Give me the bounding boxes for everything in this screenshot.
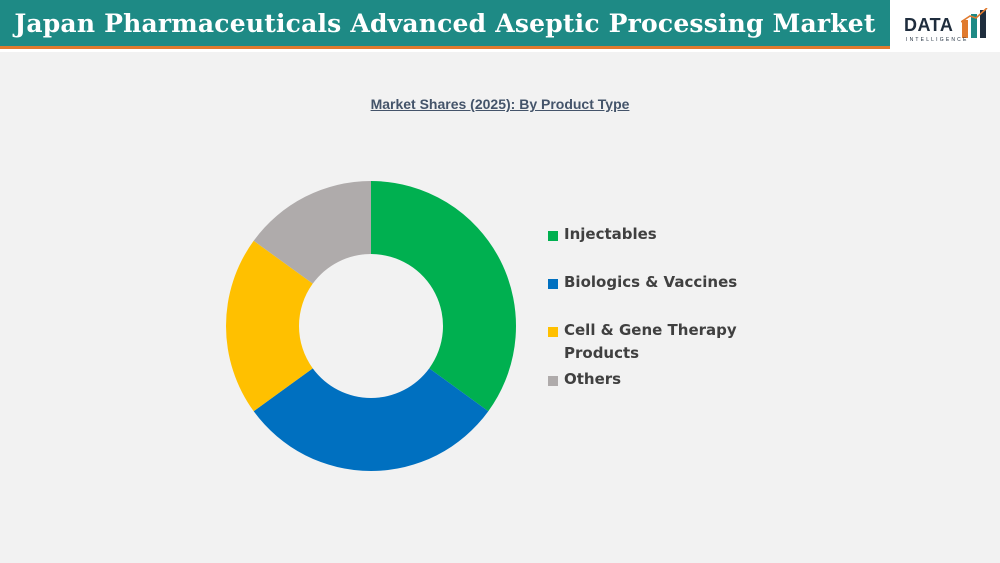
legend-swatch [548,279,558,289]
legend-item: Injectables [548,225,739,246]
donut-slice-cell-gene-therapy-products [226,240,313,412]
page-title: Japan Pharmaceuticals Advanced Aseptic P… [14,8,876,38]
legend-label: Injectables [564,225,657,243]
logo-subtitle: INTELLIGENCE [906,37,969,43]
legend-item: Others [548,370,739,391]
legend-swatch [548,327,558,337]
legend-item: Biologics & Vaccines [548,273,739,294]
chart-title: Market Shares (2025): By Product Type [370,96,630,112]
legend-item: Cell & Gene Therapy Products [548,321,739,365]
bar-chart-logo-icon [961,8,988,38]
legend-swatch [548,376,558,386]
title-bar: Japan Pharmaceuticals Advanced Aseptic P… [0,0,890,49]
header: Japan Pharmaceuticals Advanced Aseptic P… [0,0,1000,52]
brand-logo: DATA INTELLIGENCE [893,0,1000,52]
legend-swatch [548,231,558,241]
logo-wordmark: DATA [904,15,954,35]
donut-slice-injectables [371,181,516,412]
legend-label: Others [564,370,622,388]
donut-slice-biologics-vaccines [253,368,489,471]
donut-slice-others [253,181,371,284]
legend-label: Cell & Gene Therapy Products [564,321,737,362]
legend-label: Biologics & Vaccines [564,273,738,291]
